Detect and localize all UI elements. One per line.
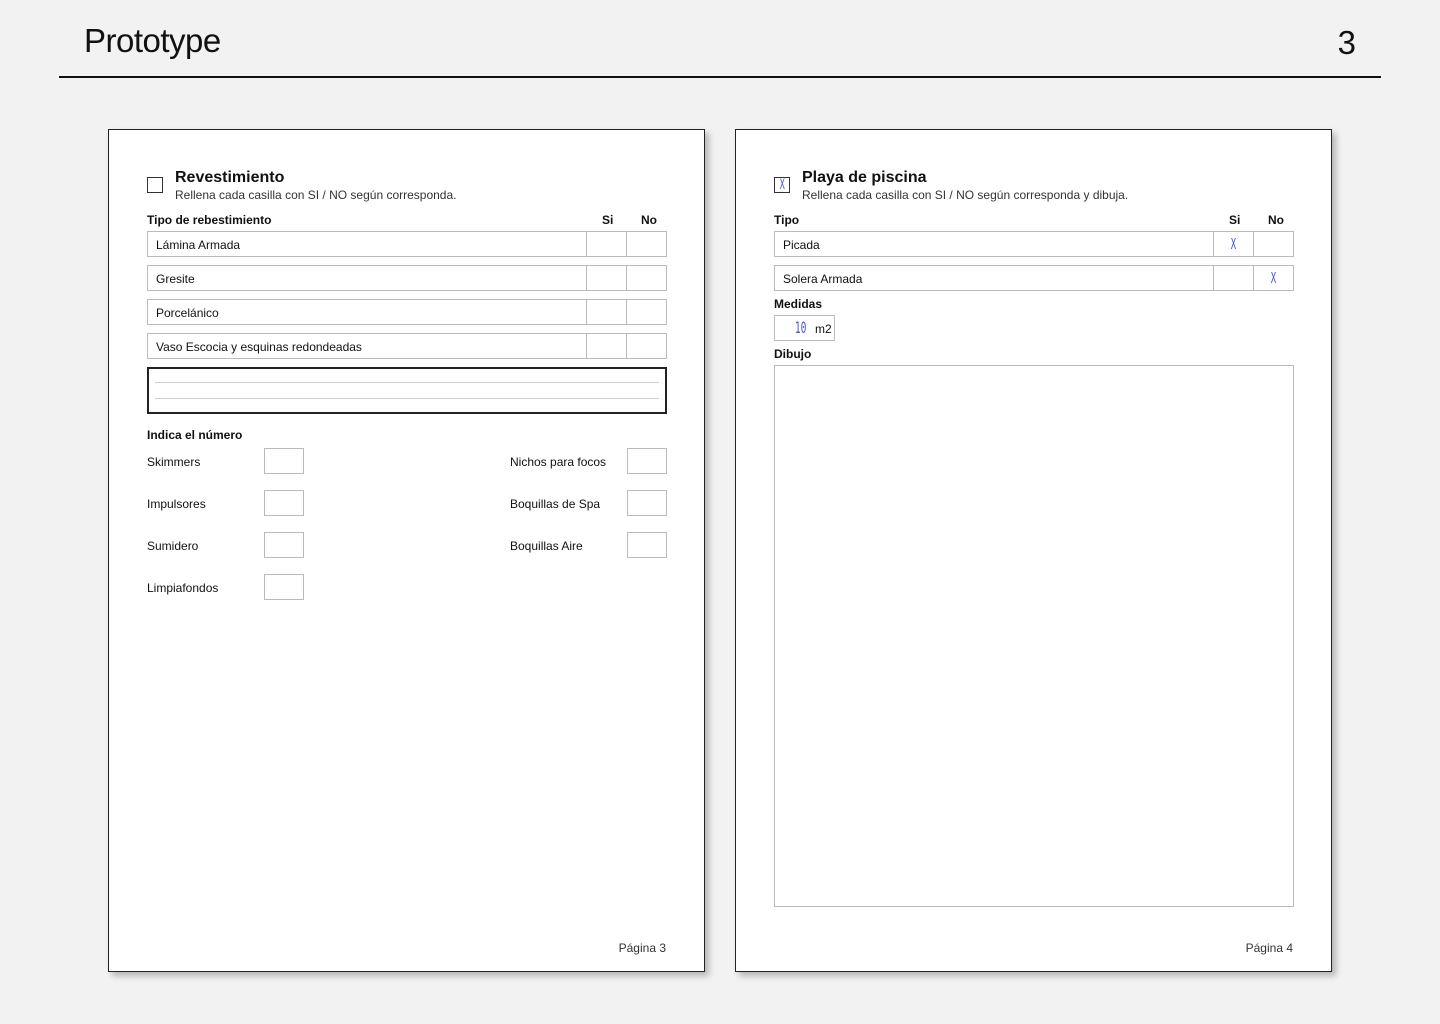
row-label: Picada	[783, 238, 820, 252]
si-cell[interactable]	[586, 266, 626, 290]
column-header-type: Tipo	[774, 213, 800, 227]
table-row: Lámina Armada	[147, 231, 667, 257]
no-cell[interactable]	[626, 232, 666, 256]
si-cell[interactable]	[586, 232, 626, 256]
count-label: Boquillas de Spa	[510, 497, 601, 511]
column-header-no: No	[1268, 213, 1284, 227]
row-label: Lámina Armada	[156, 238, 241, 252]
count-label: Nichos para focos	[510, 455, 607, 469]
page-footer: Página 4	[1245, 941, 1293, 955]
count-field[interactable]	[264, 448, 304, 474]
count-label: Skimmers	[147, 455, 201, 469]
table-row: Gresite	[147, 265, 667, 291]
count-label: Limpiafondos	[147, 581, 219, 595]
column-header-no: No	[641, 213, 657, 227]
count-field[interactable]	[264, 490, 304, 516]
drawing-label: Dibujo	[774, 347, 812, 361]
column-header-type: Tipo de rebestimiento	[147, 213, 272, 227]
header-divider	[59, 76, 1381, 78]
slide-number: 3	[1337, 24, 1356, 61]
count-field[interactable]	[264, 574, 304, 600]
count-field[interactable]	[627, 490, 667, 516]
section-checkbox[interactable]	[147, 177, 163, 193]
section-instructions: Rellena cada casilla con SI / NO según c…	[175, 188, 457, 202]
form-page-playa: X Playa de piscina Rellena cada casilla …	[735, 129, 1332, 972]
table-row: Solera Armada X	[774, 265, 1294, 291]
notes-field[interactable]	[147, 367, 667, 414]
si-cell[interactable]	[586, 300, 626, 324]
row-label: Vaso Escocia y esquinas redondeadas	[156, 340, 362, 354]
si-cell[interactable]: X	[1213, 232, 1253, 256]
section-title: Revestimiento	[175, 169, 285, 186]
page-footer: Página 3	[618, 941, 666, 955]
table-row: Vaso Escocia y esquinas redondeadas	[147, 333, 667, 359]
row-label: Solera Armada	[783, 272, 863, 286]
form-page-revestimiento: Revestimiento Rellena cada casilla con S…	[108, 129, 705, 972]
section-title: Playa de piscina	[802, 169, 927, 186]
row-label: Gresite	[156, 272, 195, 286]
page-title: Prototype	[84, 22, 221, 59]
count-field[interactable]	[627, 532, 667, 558]
drawing-area[interactable]	[774, 365, 1294, 907]
count-field[interactable]	[627, 448, 667, 474]
column-header-si: Si	[1229, 213, 1241, 227]
column-header-si: Si	[602, 213, 614, 227]
section-instructions: Rellena cada casilla con SI / NO según c…	[802, 188, 1129, 202]
note-line	[155, 398, 659, 399]
no-cell[interactable]: X	[1253, 266, 1293, 290]
count-section-label: Indica el número	[147, 428, 243, 442]
table-row: Porcelánico	[147, 299, 667, 325]
measures-unit: m2	[815, 322, 832, 336]
count-label: Sumidero	[147, 539, 199, 553]
section-checkbox[interactable]: X	[774, 177, 790, 193]
no-cell[interactable]	[1253, 232, 1293, 256]
table-row: Picada X	[774, 231, 1294, 257]
measures-field[interactable]: 10 m2	[774, 315, 835, 341]
no-cell[interactable]	[626, 300, 666, 324]
row-label: Porcelánico	[156, 306, 219, 320]
no-cell[interactable]	[626, 334, 666, 358]
count-label: Boquillas Aire	[510, 539, 583, 553]
si-cell[interactable]	[1213, 266, 1253, 290]
note-line	[155, 382, 659, 383]
si-mark: X	[1230, 235, 1237, 253]
no-cell[interactable]	[626, 266, 666, 290]
si-cell[interactable]	[586, 334, 626, 358]
handwritten-x-mark: X	[779, 177, 785, 193]
measures-value: 10	[794, 318, 807, 337]
count-label: Impulsores	[147, 497, 206, 511]
measures-label: Medidas	[774, 297, 823, 311]
no-mark: X	[1270, 269, 1277, 287]
count-field[interactable]	[264, 532, 304, 558]
